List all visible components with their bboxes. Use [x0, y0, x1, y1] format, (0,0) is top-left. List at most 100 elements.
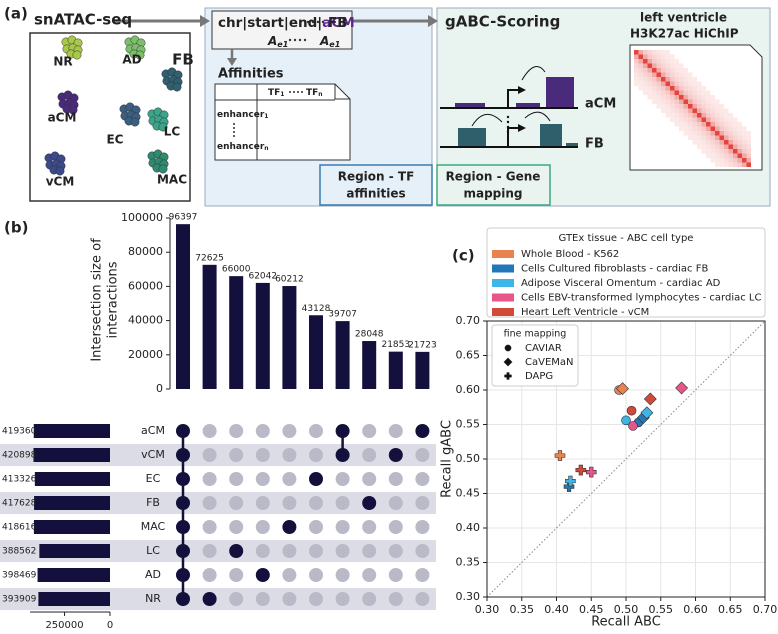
set-bar [38, 592, 110, 606]
heat-cell [719, 144, 724, 149]
heat-cell [746, 149, 751, 154]
heat-cell [661, 50, 666, 55]
heat-cell [679, 108, 684, 113]
heat-cell [715, 140, 720, 145]
cell-label: EC [106, 133, 123, 147]
heat-cell [634, 68, 639, 73]
heat-cell [719, 113, 724, 118]
heat-cell [706, 153, 711, 158]
x-tick-label: 0.30 [475, 603, 500, 616]
heat-cell [665, 72, 670, 77]
heat-cell [683, 131, 688, 136]
heat-cell [728, 117, 733, 122]
heat-cell [652, 90, 657, 95]
matrix-dot [282, 592, 297, 606]
heat-cell [719, 140, 724, 145]
heat-cell [688, 95, 693, 100]
heat-cell [701, 95, 706, 100]
loop [521, 66, 546, 81]
header-prefix: chr|start|end| [218, 15, 322, 31]
panel-label: (b) [4, 219, 28, 237]
heat-cell [661, 77, 666, 82]
track-label: FB [585, 137, 604, 152]
heat-cell [652, 68, 657, 73]
heat-cell [674, 95, 679, 100]
heat-cell [710, 126, 715, 131]
header-text: chr|start|end|aCM [218, 15, 355, 31]
matrix-dot [388, 424, 403, 438]
heat-cell [710, 117, 715, 122]
heat-cell [679, 63, 684, 68]
value-label: 96397 [169, 213, 198, 223]
heat-cell [697, 90, 702, 95]
heat-cell [661, 86, 666, 91]
x-tick-label: 0.40 [544, 603, 569, 616]
value-label: 39707 [328, 310, 357, 320]
bar [309, 315, 323, 389]
heat-cell [715, 162, 720, 167]
heat-cell [683, 122, 688, 127]
heat-cell [661, 104, 666, 109]
heat-cell [701, 117, 706, 122]
set-name: vCM [141, 448, 165, 461]
legend-swatch [492, 293, 514, 302]
matrix-dot [362, 424, 377, 438]
heat-cell [674, 59, 679, 64]
heat-cell [701, 90, 706, 95]
value-label: 66000 [222, 265, 251, 275]
heat-cell [710, 158, 715, 163]
header-box [211, 10, 353, 50]
affinity-symbol: A [319, 34, 329, 48]
matrix-dot [415, 472, 430, 486]
region-gene: Region - Gene [446, 170, 541, 184]
matrix-dot [362, 448, 377, 462]
region-tf: Region - TF [338, 170, 415, 184]
heat-cell [683, 72, 688, 77]
heat-cell [670, 113, 675, 118]
heat-cell [688, 81, 693, 86]
x-tick-label: 0.55 [649, 603, 674, 616]
matrix-dot [309, 544, 323, 558]
heat-cell [710, 135, 715, 140]
y-tick-label: 60000 [128, 279, 163, 292]
heat-cell [692, 135, 697, 140]
matrix-dot [282, 496, 297, 510]
matrix-dot [202, 520, 217, 534]
matrix-dot [309, 520, 323, 534]
heat-cell [715, 135, 720, 140]
heat-cell [733, 149, 738, 154]
cell-label: NR [53, 55, 72, 69]
heat-cell [737, 144, 742, 149]
heat-cell [742, 126, 747, 131]
affinity-sub: e1 [277, 40, 288, 49]
matrix-dot [388, 448, 403, 462]
heat-cell [719, 153, 724, 158]
heat-cell [733, 153, 738, 158]
heat-cell [701, 108, 706, 113]
heat-cell [697, 126, 702, 131]
heat-cell [647, 90, 652, 95]
dots [233, 20, 325, 137]
heat-cell [670, 86, 675, 91]
heat-cell [728, 153, 733, 158]
heat-cell [683, 117, 688, 122]
arrow-head [428, 15, 438, 27]
heat-cell [692, 108, 697, 113]
heat-cell [706, 126, 711, 131]
point [616, 382, 629, 396]
heat-cell [670, 81, 675, 86]
tf-index: 1 [280, 91, 284, 98]
cell-label: aCM [48, 111, 77, 125]
matrix-dot [282, 568, 297, 582]
matrix-dot [255, 568, 270, 582]
heat-cell [692, 81, 697, 86]
hichip-label: left ventricle [640, 11, 727, 25]
matrix-dot [335, 520, 350, 534]
x-tick-label: 250000 [45, 620, 83, 631]
matrix-dot [362, 544, 377, 558]
point [621, 415, 631, 426]
heat-cell [652, 72, 657, 77]
heat-cell [733, 131, 738, 136]
matrix-dot [282, 544, 297, 558]
heat-cell [652, 77, 657, 82]
